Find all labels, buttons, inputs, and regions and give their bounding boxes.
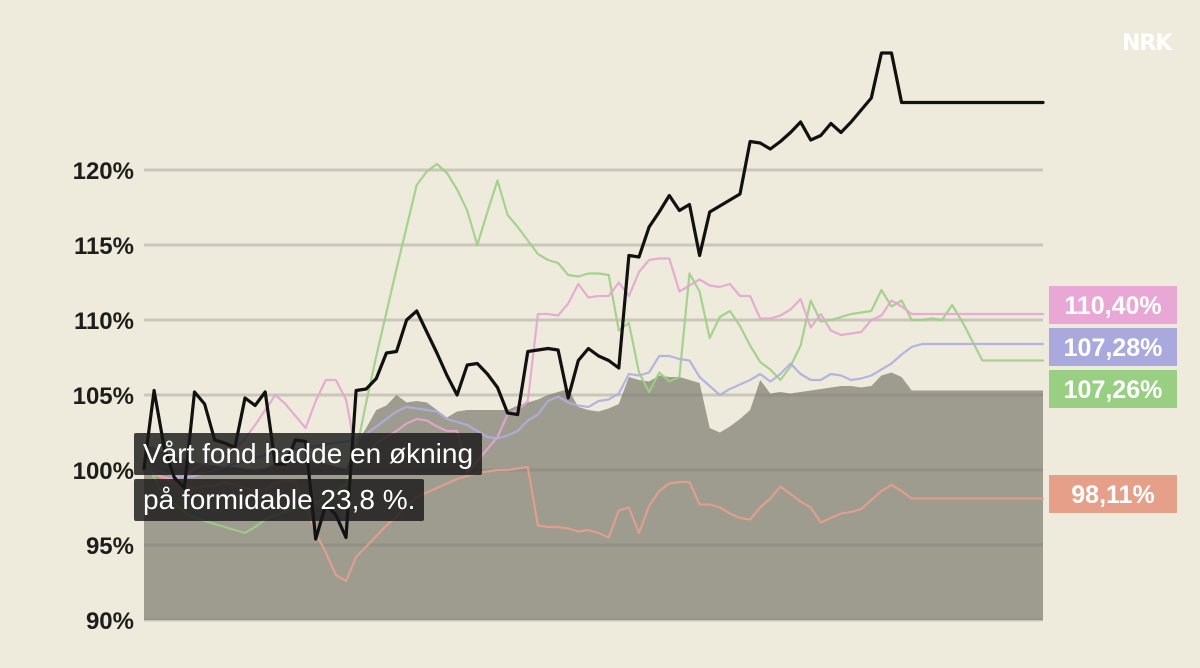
badge-pink bbox=[1049, 286, 1177, 324]
y-axis: 90% 95% 100% 105% 110% 115% 120% bbox=[73, 158, 134, 635]
y-tick-label: 105% bbox=[73, 383, 134, 410]
y-tick-label: 90% bbox=[86, 608, 134, 635]
y-tick-label: 110% bbox=[74, 308, 134, 335]
y-tick-label: 115% bbox=[74, 233, 134, 260]
badge-salmon bbox=[1049, 475, 1177, 513]
badge-green bbox=[1049, 370, 1177, 408]
series-line-pink bbox=[142, 257, 1045, 481]
end-value-badges: 110,40% 107,28% 107,26% 98,11% bbox=[1049, 286, 1177, 513]
badge-label-salmon: 98,11% bbox=[1071, 481, 1154, 509]
y-tick-label: 120% bbox=[73, 158, 134, 185]
badge-label-pink: 110,40% bbox=[1064, 292, 1161, 320]
nrk-logo: NRK bbox=[1122, 31, 1173, 56]
badge-label-green: 107,26% bbox=[1064, 376, 1163, 404]
y-tick-label: 100% bbox=[73, 458, 134, 485]
badge-purple bbox=[1049, 328, 1177, 366]
subtitle-line-1: Vårt fond hadde en økning bbox=[134, 433, 483, 475]
subtitle-line-2: på formidable 23,8 %. bbox=[134, 479, 425, 521]
y-tick-label: 95% bbox=[86, 533, 134, 560]
badge-label-purple: 107,28% bbox=[1064, 334, 1163, 362]
subtitle-box: Vårt fond hadde en økning på formidable … bbox=[134, 433, 483, 525]
